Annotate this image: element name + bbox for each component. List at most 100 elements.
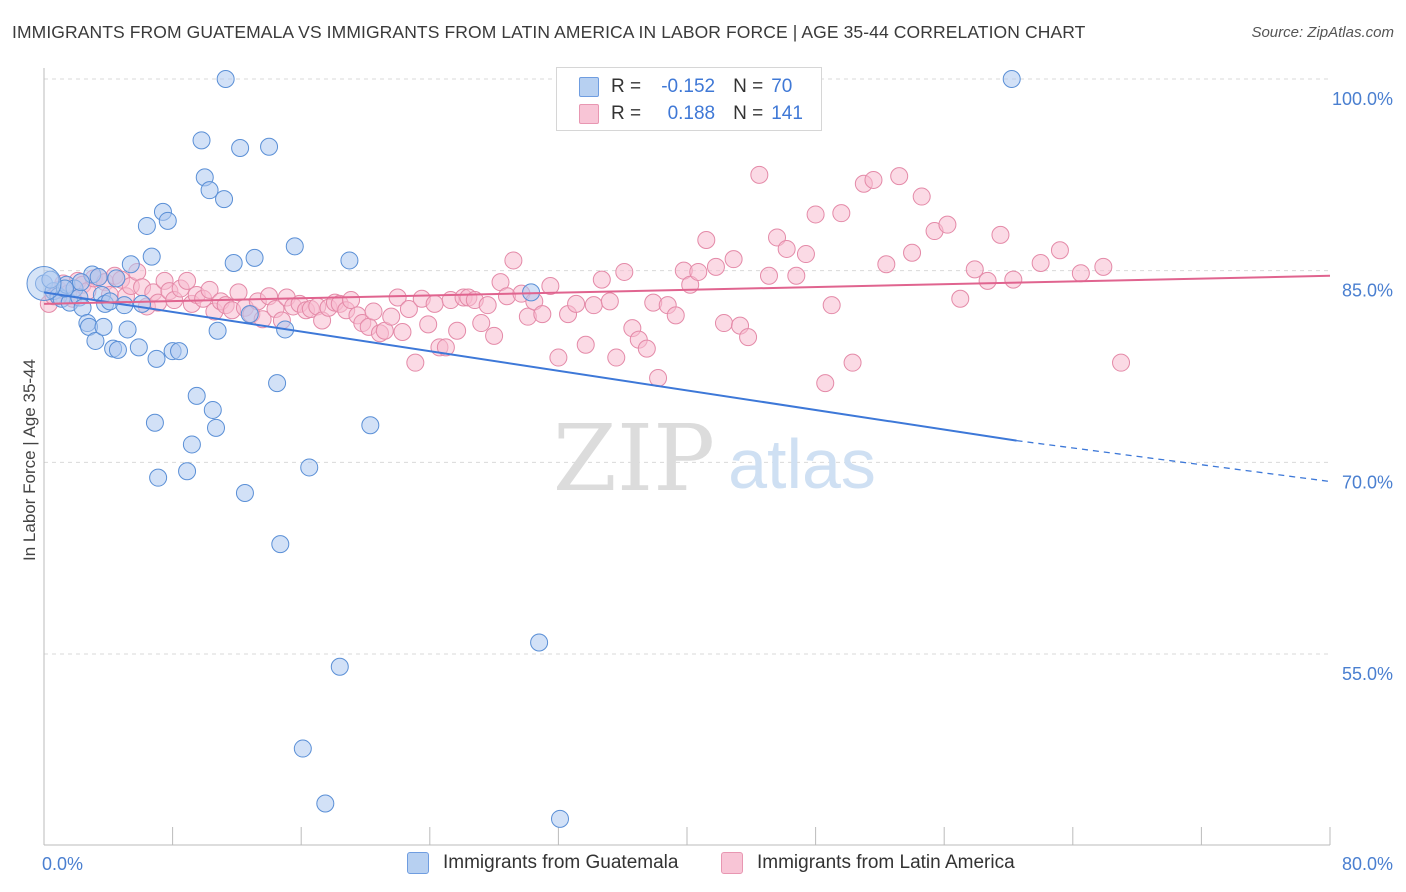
guatemala-point bbox=[133, 294, 152, 313]
latin-america-point bbox=[504, 251, 523, 270]
latin-america-point bbox=[406, 353, 425, 372]
guatemala-point bbox=[340, 251, 359, 270]
chart-title: IMMIGRANTS FROM GUATEMALA VS IMMIGRANTS … bbox=[12, 22, 1086, 42]
tick-labels: 100.0% 85.0% 70.0% 55.0% 0.0% 80.0% bbox=[42, 89, 1393, 874]
legend-n-value: 141 bbox=[771, 103, 803, 124]
latin-america-point bbox=[600, 292, 619, 311]
latin-america-point bbox=[991, 225, 1010, 244]
latin-america-point bbox=[843, 353, 862, 372]
x-tick-label: 0.0% bbox=[42, 854, 83, 874]
latin-america-trend-line bbox=[43, 274, 1331, 305]
guatemala-point bbox=[203, 400, 222, 419]
latin-america-point bbox=[342, 291, 361, 310]
legend-r-label: R = bbox=[611, 103, 642, 124]
latin-america-point bbox=[399, 300, 418, 318]
watermark-zip: ZIP bbox=[553, 405, 715, 512]
latin-america-point bbox=[472, 314, 491, 333]
guatemala-point bbox=[300, 458, 319, 477]
legend-n-label: N = bbox=[733, 103, 764, 124]
trend-lines bbox=[43, 274, 1331, 483]
latin-america-point bbox=[393, 323, 412, 341]
legend-swatch-guatemala bbox=[407, 852, 429, 874]
latin-america-point bbox=[689, 262, 708, 281]
guatemala-point bbox=[231, 139, 250, 157]
latin-america-point bbox=[864, 170, 883, 189]
guatemala-point bbox=[316, 794, 335, 813]
latin-america-point bbox=[607, 348, 626, 367]
latin-america-point bbox=[714, 314, 733, 333]
guatemala-point bbox=[216, 70, 235, 88]
latin-america-point bbox=[796, 245, 815, 264]
correlation-legend: R = -0.152 N = 70 R = 0.188 N = 141 bbox=[556, 67, 822, 131]
latin-america-point bbox=[436, 338, 455, 357]
latin-america-point bbox=[890, 167, 909, 186]
guatemala-point bbox=[182, 435, 201, 454]
guatemala-point bbox=[142, 247, 161, 266]
source-label: Source: ZipAtlas.com bbox=[1251, 24, 1394, 41]
latin-america-point bbox=[178, 271, 197, 290]
latin-america-point bbox=[364, 302, 383, 321]
watermark: ZIP atlas bbox=[553, 405, 876, 512]
guatemala-point bbox=[187, 386, 206, 405]
guatemala-trend-extension bbox=[1016, 439, 1331, 483]
latin-america-point bbox=[592, 270, 611, 289]
guatemala-point bbox=[245, 248, 264, 267]
latin-america-point bbox=[697, 231, 716, 249]
guatemala-point bbox=[108, 340, 127, 359]
guatemala-point bbox=[149, 468, 168, 487]
guatemala-point bbox=[147, 349, 166, 368]
guatemala-trend-line bbox=[43, 291, 1017, 442]
latin-america-point bbox=[1031, 254, 1050, 272]
y-tick-label: 85.0% bbox=[1342, 281, 1393, 301]
latin-america-point bbox=[877, 255, 896, 274]
latin-america-point bbox=[637, 339, 656, 358]
latin-america-point bbox=[806, 205, 825, 224]
latin-america-point bbox=[739, 328, 758, 347]
legend-swatch-pink bbox=[579, 104, 599, 124]
guatemala-point bbox=[118, 320, 137, 339]
y-axis-label: In Labor Force | Age 35-44 bbox=[20, 359, 39, 561]
latin-america-point bbox=[549, 348, 568, 367]
watermark-atlas: atlas bbox=[728, 425, 876, 503]
guatemala-point bbox=[361, 416, 380, 435]
latin-america-point bbox=[584, 296, 603, 315]
legend-label-latin-america: Immigrants from Latin America bbox=[757, 852, 1015, 873]
guatemala-point bbox=[129, 338, 148, 357]
guatemala-point bbox=[215, 190, 234, 209]
legend-n-label: N = bbox=[733, 76, 764, 97]
series-latin-america-points bbox=[39, 165, 1131, 393]
latin-america-point bbox=[615, 262, 634, 281]
latin-america-point bbox=[1004, 270, 1023, 289]
latin-america-point bbox=[912, 187, 931, 206]
latin-america-point bbox=[666, 306, 685, 325]
latin-america-point bbox=[1094, 257, 1113, 276]
latin-america-point bbox=[822, 296, 841, 315]
latin-america-point bbox=[448, 321, 467, 340]
latin-america-point bbox=[903, 243, 922, 262]
guatemala-point bbox=[208, 321, 227, 340]
legend-r-value: -0.152 bbox=[661, 76, 716, 97]
series-legend: Immigrants from Guatemala Immigrants fro… bbox=[0, 852, 1406, 878]
legend-item-guatemala[interactable]: Immigrants from Guatemala bbox=[407, 852, 678, 874]
guatemala-point bbox=[170, 342, 189, 361]
latin-america-point bbox=[533, 305, 552, 324]
guatemala-point bbox=[86, 331, 105, 350]
latin-america-point bbox=[777, 239, 796, 258]
guatemala-point bbox=[71, 273, 90, 292]
legend-n-value: 70 bbox=[771, 76, 793, 97]
guatemala-point-cluster bbox=[26, 265, 62, 301]
guatemala-point bbox=[260, 137, 279, 156]
guatemala-point bbox=[158, 211, 177, 230]
guatemala-point bbox=[224, 254, 243, 272]
guatemala-point bbox=[207, 418, 226, 437]
legend-row-guatemala: R = -0.152 N = 70 bbox=[579, 75, 792, 99]
legend-item-latin-america[interactable]: Immigrants from Latin America bbox=[721, 852, 1015, 874]
latin-america-point bbox=[938, 215, 957, 234]
latin-america-point bbox=[541, 277, 560, 295]
guatemala-point bbox=[200, 181, 219, 200]
legend-r-label: R = bbox=[611, 76, 642, 97]
guatemala-point bbox=[293, 739, 312, 758]
latin-america-point bbox=[768, 228, 787, 247]
latin-america-point bbox=[759, 266, 778, 285]
